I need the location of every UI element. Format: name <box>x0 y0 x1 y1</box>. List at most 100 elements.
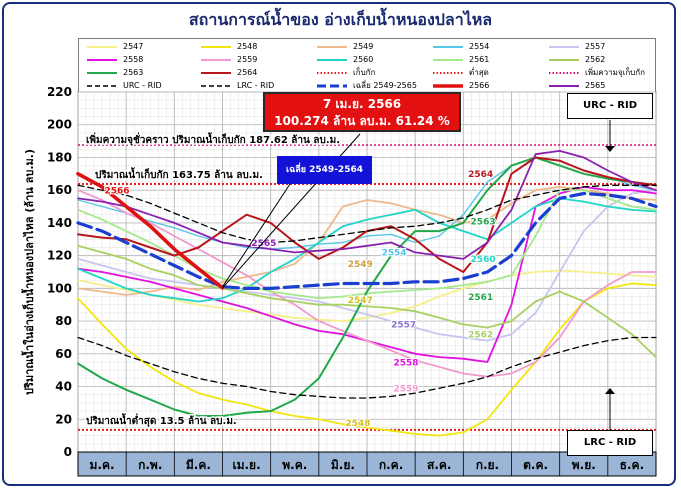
legend-swatch <box>549 59 579 61</box>
lrc-callout: LRC - RID <box>567 430 653 456</box>
average-callout: เฉลี่ย 2549-2564 <box>277 156 372 184</box>
legend-label: 2560 <box>353 55 374 64</box>
month-label: ก.ค. <box>379 458 403 472</box>
legend-swatch <box>549 46 579 48</box>
series-label-2547: 2547 <box>348 296 373 306</box>
series-line-2548 <box>77 282 657 437</box>
series-label-2560: 2560 <box>471 255 496 265</box>
legend-label: 2564 <box>237 68 258 77</box>
legend-label: เก็บกัก <box>353 68 376 77</box>
legend-swatch <box>433 46 463 48</box>
legend-swatch <box>433 84 463 88</box>
y-tick-label: 200 <box>47 118 72 132</box>
series-line-URC - RID <box>77 184 657 244</box>
y-tick-label: 20 <box>55 412 72 426</box>
month-label: มี.ค. <box>186 458 211 472</box>
legend-swatch <box>87 46 117 48</box>
month-label: ก.ย. <box>476 458 499 472</box>
series-label-2558: 2558 <box>393 358 418 368</box>
series-label-2564: 2564 <box>468 170 493 180</box>
series-line-2563 <box>77 156 657 417</box>
series-line-2549 <box>77 185 657 296</box>
y-tick-label: 140 <box>47 216 72 230</box>
series-line-2562 <box>77 244 657 359</box>
legend-label: ต่ำสุด <box>469 68 489 77</box>
y-tick-label: 180 <box>47 150 72 164</box>
average-callout-pointer <box>222 183 291 288</box>
series-label-2559: 2559 <box>393 384 418 394</box>
legend-label: 2562 <box>585 55 606 64</box>
legend-swatch <box>549 85 579 87</box>
series-line-2566 <box>76 172 225 290</box>
legend-swatch <box>201 72 231 74</box>
legend-swatch <box>201 59 231 61</box>
y-tick-label: 120 <box>47 249 72 263</box>
lrc-callout-arrow <box>605 388 615 394</box>
legend-label: 2547 <box>123 42 144 51</box>
legend-swatch <box>201 46 231 48</box>
legend-swatch <box>317 84 347 88</box>
y-tick-label: 60 <box>55 347 72 361</box>
series-label-2548: 2548 <box>345 419 370 429</box>
month-label: เม.ย. <box>232 458 260 472</box>
series-line-2559 <box>77 189 657 378</box>
series-line-LRC - RID <box>77 336 657 399</box>
y-tick-label: 0 <box>64 445 72 459</box>
series-label-2566: 2566 <box>104 186 129 196</box>
increased-capacity-label: เพิ่มความจุชั่วคราว ปริมาณน้ำเก็บกัก 187… <box>86 132 340 146</box>
legend-label: 2566 <box>469 81 490 90</box>
legend-swatch <box>201 85 231 87</box>
legend-swatch <box>87 59 117 61</box>
series-label-2549: 2549 <box>348 260 373 270</box>
legend-label: 2558 <box>123 55 144 64</box>
legend-label: 2548 <box>237 42 258 51</box>
legend-swatch <box>317 72 347 74</box>
chart-legend: 2547 2548 2549 2554 2557 2558 2559 2560 2561 2562… <box>78 38 656 94</box>
chart-title: สถานการณ์น้ำของ อ่างเก็บน้ำหนองปลาไหล <box>188 10 493 29</box>
series-label-2565: 2565 <box>251 239 276 249</box>
series-line-2565 <box>77 149 657 260</box>
y-axis-label: ปริมาณน้ำในอ่างเก็บน้ำหนองปลาไหล (ล้าน ล… <box>21 149 36 395</box>
series-label-2561: 2561 <box>468 293 493 303</box>
y-tick-label: 160 <box>47 183 72 197</box>
y-tick-label: 100 <box>47 281 72 295</box>
month-label: ต.ค. <box>523 458 548 472</box>
legend-swatch <box>433 72 463 74</box>
storage-capacity-label: ปริมาณน้ำเก็บกัก 163.75 ล้าน ลบ.ม. <box>95 167 263 181</box>
legend-label: 2565 <box>585 81 606 90</box>
legend-swatch <box>317 46 347 48</box>
legend-label: 2559 <box>237 55 258 64</box>
series-label-2557: 2557 <box>391 321 416 331</box>
legend-label: 2557 <box>585 42 606 51</box>
month-label: ส.ค. <box>427 458 451 472</box>
legend-label: 2561 <box>469 55 490 64</box>
urc-callout: URC - RID <box>567 93 653 119</box>
legend-label: 2554 <box>469 42 490 51</box>
current-date: 7 เม.ย. 2566 <box>322 97 402 111</box>
month-label: พ.ค. <box>282 458 307 472</box>
y-tick-label: 220 <box>47 85 72 99</box>
series-line-เฉลี่ย 2549-2565 <box>76 191 658 290</box>
series-label-2554: 2554 <box>381 249 406 259</box>
legend-swatch <box>433 59 463 61</box>
current-value-callout: 7 เม.ย. 2566 100.274 ล้าน ลบ.ม. 61.24 % <box>263 92 461 132</box>
current-volume: 100.274 ล้าน ลบ.ม. 61.24 % <box>274 114 450 128</box>
y-tick-label: 40 <box>55 380 72 394</box>
legend-swatch <box>87 72 117 74</box>
minimum-storage-label: ปริมาณน้ำต่ำสุด 13.5 ล้าน ลบ.ม. <box>86 413 237 427</box>
month-label: ธ.ค. <box>620 458 644 472</box>
month-label: ก.พ. <box>138 458 162 472</box>
legend-label: URC - RID <box>123 81 162 90</box>
series-line-2557 <box>77 189 657 342</box>
series-line-2564 <box>77 156 657 273</box>
y-tick-label: 80 <box>55 314 72 328</box>
legend-label: เฉลี่ย 2549-2565 <box>353 81 417 90</box>
month-label: พ.ย. <box>572 458 596 472</box>
legend-label: 2563 <box>123 68 144 77</box>
legend-label: เพิ่มความจุเก็บกัก <box>585 68 645 77</box>
legend-swatch <box>317 59 347 61</box>
series-label-2563: 2563 <box>471 218 496 228</box>
legend-label: LRC - RID <box>237 81 275 90</box>
legend-swatch <box>87 85 117 87</box>
